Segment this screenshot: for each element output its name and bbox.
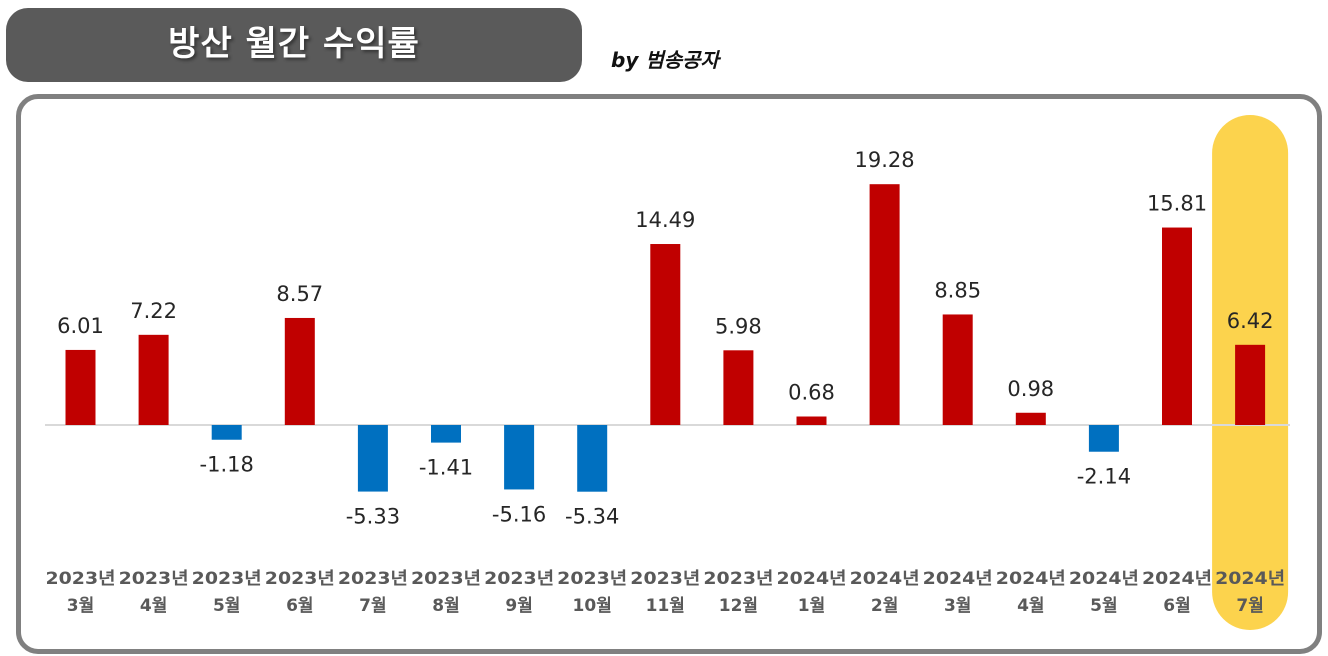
category-year-10: 2023년: [703, 569, 773, 589]
category-month-8: 10월: [573, 596, 612, 616]
value-label-15: -2.14: [1077, 465, 1131, 489]
category-month-5: 7월: [359, 596, 386, 616]
chart-panel: [16, 94, 1322, 654]
category-year-17: 2024년: [1215, 569, 1285, 589]
title-bar: 방산 월간 수익률: [6, 8, 582, 82]
value-label-9: 14.49: [635, 208, 695, 232]
bar-1: [65, 349, 96, 425]
category-month-2: 4월: [140, 596, 167, 616]
category-month-16: 6월: [1163, 596, 1190, 616]
category-month-7: 9월: [505, 596, 532, 616]
bar-3: [211, 425, 242, 440]
category-month-11: 1월: [798, 596, 825, 616]
bar-7: [504, 425, 535, 490]
category-month-10: 12월: [719, 596, 758, 616]
page-title: 방산 월간 수익률: [168, 24, 420, 64]
category-year-13: 2024년: [923, 569, 993, 589]
category-month-12: 2월: [871, 596, 898, 616]
category-year-6: 2023년: [411, 569, 481, 589]
bar-8: [577, 425, 608, 492]
category-year-11: 2024년: [777, 569, 847, 589]
bar-11: [796, 416, 827, 425]
bar-12: [869, 184, 900, 425]
category-month-9: 11월: [646, 596, 685, 616]
category-year-1: 2023년: [46, 569, 116, 589]
category-month-1: 3월: [67, 596, 94, 616]
category-year-4: 2023년: [265, 569, 335, 589]
value-label-4: 8.57: [276, 282, 323, 306]
value-label-2: 7.22: [130, 299, 177, 323]
bar-4: [284, 317, 315, 425]
value-label-6: -1.41: [419, 456, 473, 480]
value-label-17: 6.42: [1227, 309, 1274, 333]
bar-5: [357, 425, 388, 492]
category-year-9: 2023년: [630, 569, 700, 589]
category-year-14: 2024년: [996, 569, 1066, 589]
bar-14: [1015, 412, 1046, 425]
value-label-14: 0.98: [1007, 377, 1054, 401]
value-label-3: -1.18: [200, 453, 254, 477]
category-year-3: 2023년: [192, 569, 262, 589]
value-label-5: -5.33: [346, 505, 400, 529]
category-month-17: 7월: [1236, 596, 1263, 616]
category-year-16: 2024년: [1142, 569, 1212, 589]
bar-10: [723, 350, 754, 425]
category-month-6: 8월: [432, 596, 459, 616]
category-year-15: 2024년: [1069, 569, 1139, 589]
value-label-8: -5.34: [565, 505, 619, 529]
value-label-11: 0.68: [788, 381, 835, 405]
value-label-16: 15.81: [1147, 192, 1207, 216]
category-month-13: 3월: [944, 596, 971, 616]
category-year-8: 2023년: [557, 569, 627, 589]
value-label-1: 6.01: [57, 314, 104, 338]
value-label-13: 8.85: [934, 278, 981, 302]
bar-17: [1235, 344, 1266, 425]
value-label-7: -5.16: [492, 502, 546, 526]
bar-16: [1162, 227, 1192, 425]
bar-9: [650, 244, 681, 425]
value-label-12: 19.28: [855, 148, 915, 172]
bar-15: [1088, 425, 1119, 452]
value-label-10: 5.98: [715, 314, 762, 338]
bar-2: [138, 334, 169, 425]
category-month-3: 5월: [213, 596, 240, 616]
category-month-14: 4월: [1017, 596, 1044, 616]
category-month-15: 5월: [1090, 596, 1117, 616]
category-month-4: 6월: [286, 596, 313, 616]
category-year-7: 2023년: [484, 569, 554, 589]
category-year-2: 2023년: [119, 569, 189, 589]
bar-13: [942, 314, 973, 425]
bar-6: [431, 425, 461, 443]
author-byline: by 범송공자: [611, 48, 719, 72]
category-year-5: 2023년: [338, 569, 408, 589]
category-year-12: 2024년: [850, 569, 920, 589]
